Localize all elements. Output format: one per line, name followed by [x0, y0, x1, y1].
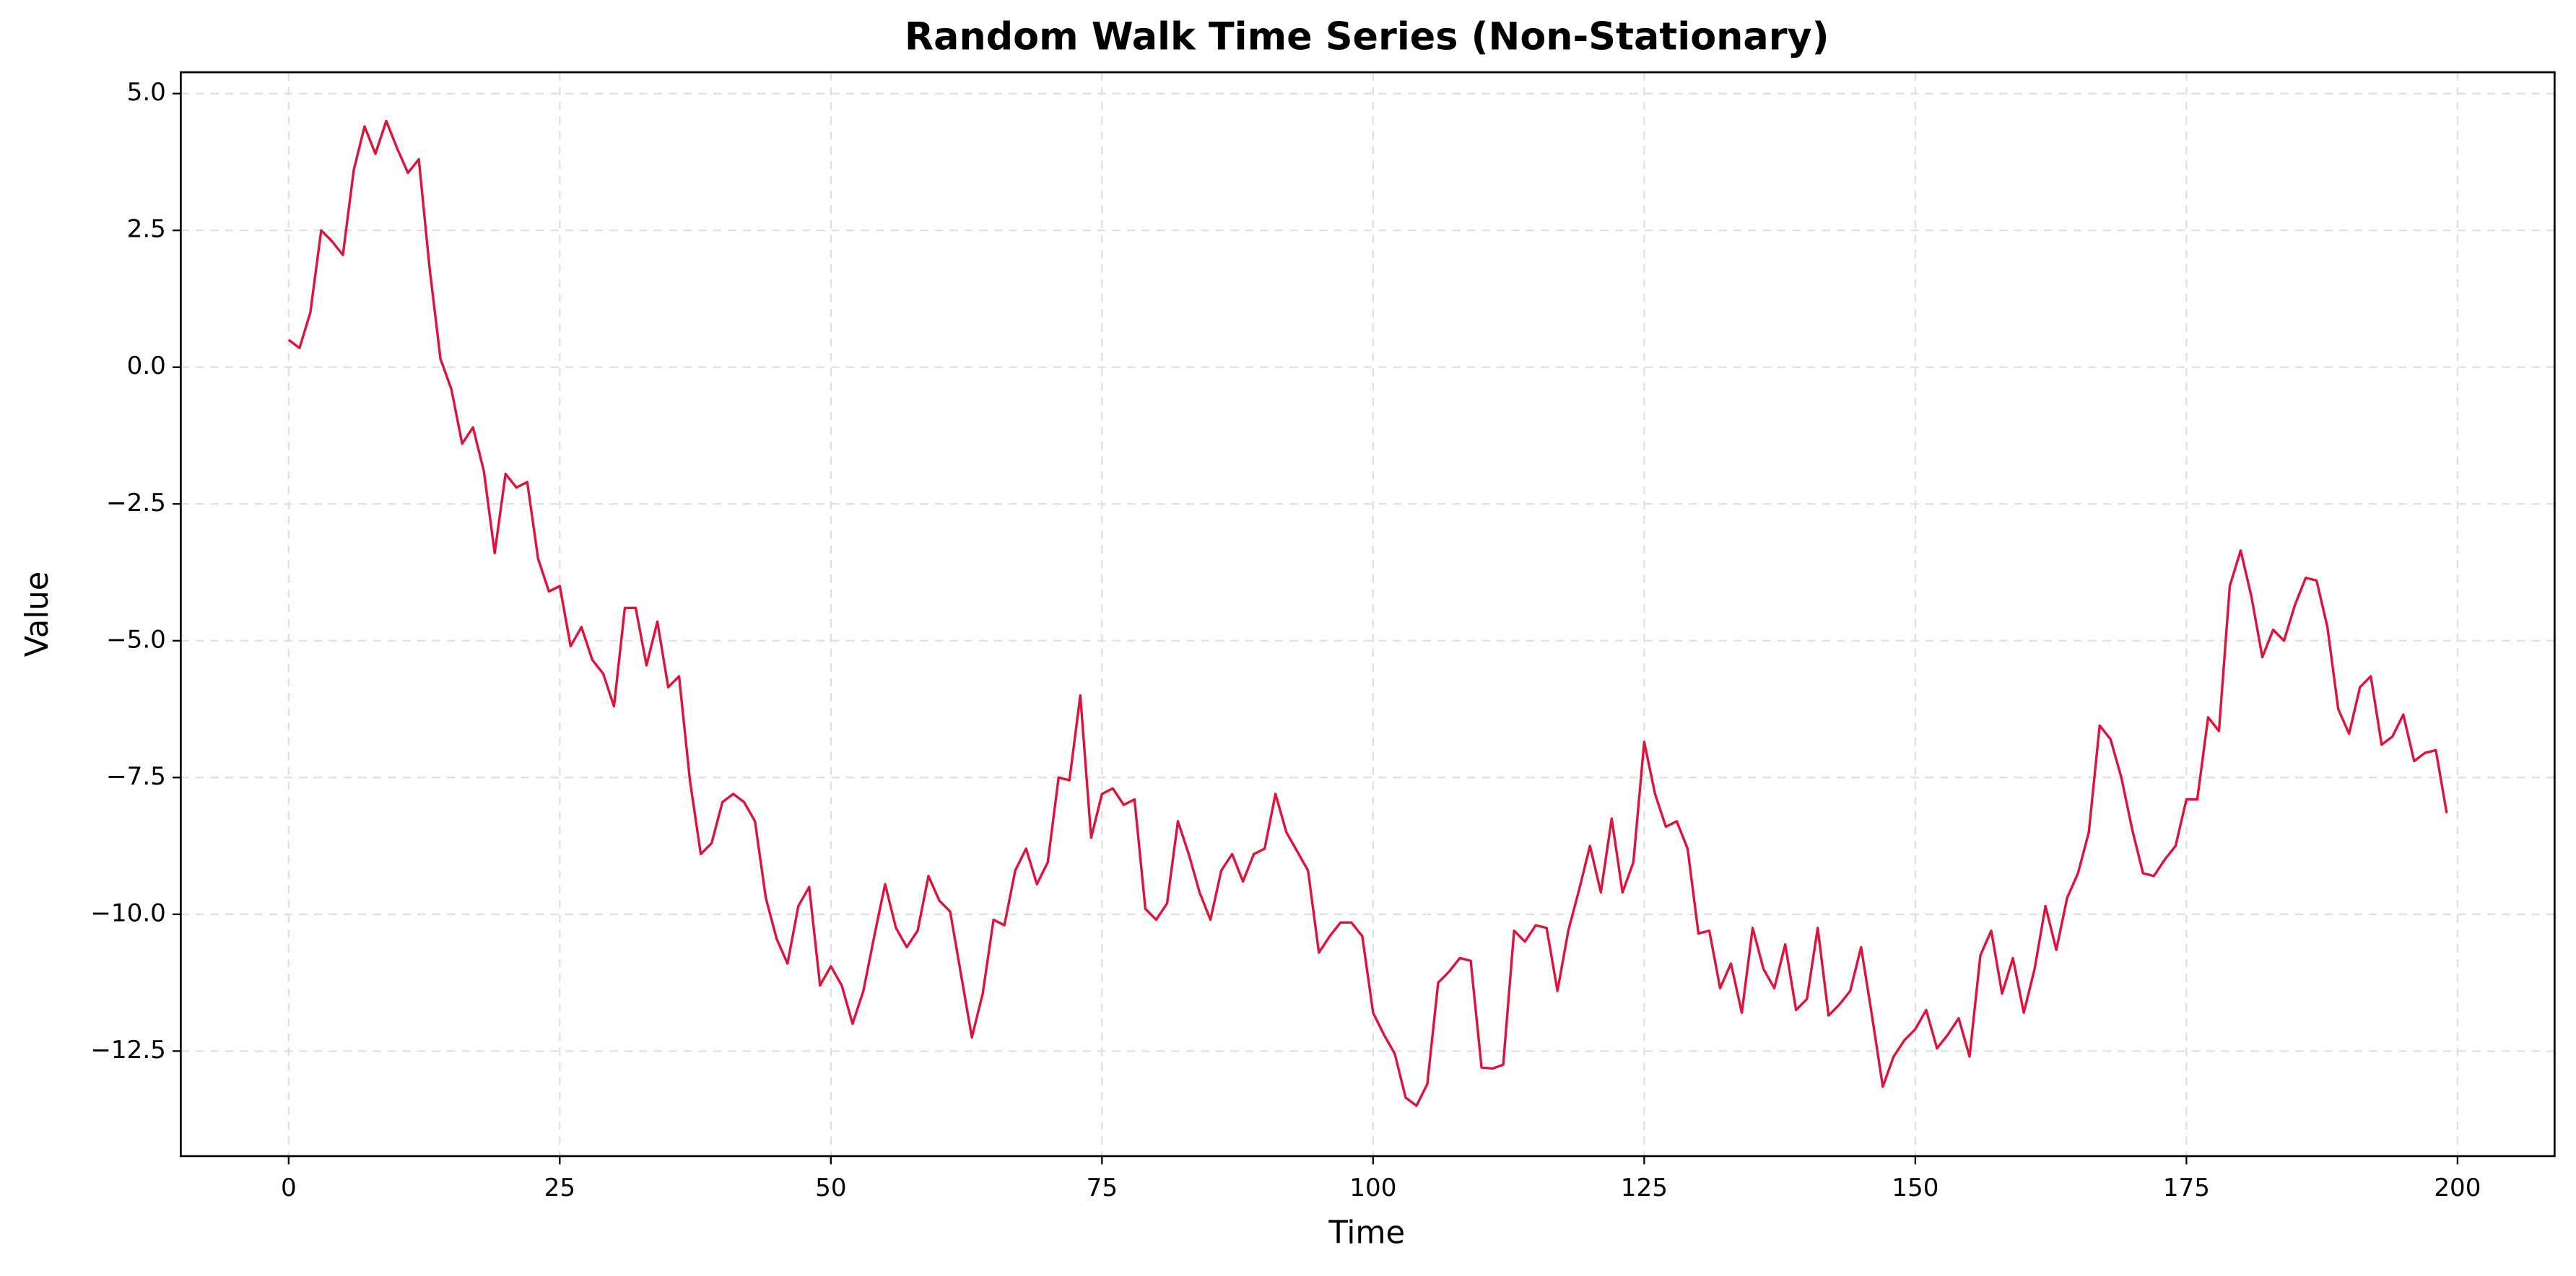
plot-frame — [180, 71, 2556, 1158]
x-tick-label: 50 — [815, 1174, 846, 1202]
y-tick-label: 2.5 — [127, 215, 166, 244]
x-tick-label: 0 — [281, 1174, 297, 1202]
y-tick-label: 0.0 — [127, 351, 166, 380]
x-tick-label: 100 — [1349, 1174, 1396, 1202]
y-tick-label: −7.5 — [106, 762, 166, 791]
x-tick-label: 150 — [1892, 1174, 1938, 1202]
y-axis-label: Value — [19, 572, 56, 657]
x-tick-label: 25 — [544, 1174, 575, 1202]
y-tick-label: −2.5 — [106, 489, 166, 517]
x-tick-label: 75 — [1087, 1174, 1118, 1202]
data-line — [287, 119, 2448, 1107]
x-axis-label: Time — [1328, 1215, 1405, 1251]
y-tick-label: −10.0 — [90, 899, 166, 927]
x-tick-label: 200 — [2434, 1174, 2481, 1202]
x-tick-label: 125 — [1621, 1174, 1668, 1202]
chart-title: Random Walk Time Series (Non-Stationary) — [905, 15, 1829, 59]
x-tick-label: 175 — [2163, 1174, 2210, 1202]
y-tick-label: −12.5 — [90, 1036, 166, 1065]
y-tick-label: −5.0 — [106, 625, 166, 654]
y-tick-label: 5.0 — [127, 78, 166, 107]
